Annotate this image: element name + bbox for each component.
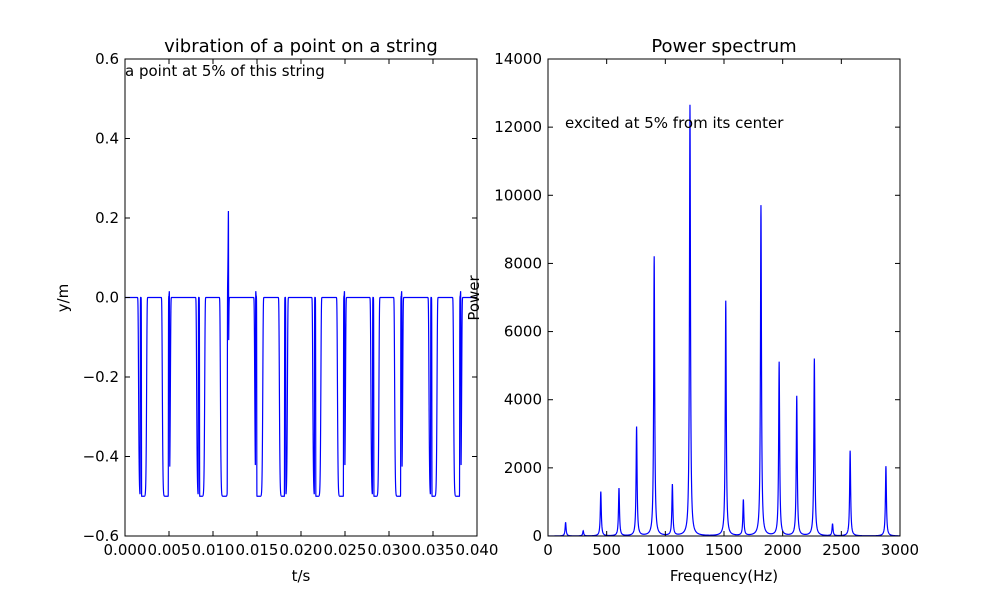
x-tick-label: 0.010 <box>192 541 235 559</box>
power-spectrum-annotation: excited at 5% from its center <box>565 114 784 132</box>
vibration-series-line <box>125 210 477 497</box>
power-spectrum-ylabel: Power <box>465 274 483 320</box>
y-tick-label: −0.2 <box>83 368 119 386</box>
time-series-xlabel: t/s <box>292 567 311 585</box>
y-tick-label: 10000 <box>494 186 542 204</box>
y-tick-label: 4000 <box>504 391 542 409</box>
power-spectrum-title: Power spectrum <box>651 36 796 57</box>
y-tick-label: 14000 <box>494 50 542 68</box>
power-spectrum-plot-area <box>548 104 900 537</box>
y-tick-label: 0.0 <box>95 289 119 307</box>
x-tick-label: 2500 <box>822 541 860 559</box>
power-spectrum-line <box>548 104 900 537</box>
x-tick-label: 3000 <box>881 541 919 559</box>
time-series-plot-area <box>125 210 477 497</box>
time-series-title: vibration of a point on a string <box>164 36 438 57</box>
time-series-axes: 0.000 0.005 0.010 0.015 0.020 0.025 0.030 0.035… <box>54 36 498 585</box>
power-spectrum-xticks: 0 500 1000 1500 2000 2500 3000 <box>543 59 919 559</box>
y-tick-label: 0.2 <box>95 209 119 227</box>
time-series-xticks: 0.000 0.005 0.010 0.015 0.020 0.025 0.030 0.035… <box>104 59 499 559</box>
x-tick-label: 500 <box>592 541 621 559</box>
y-tick-label: 12000 <box>494 118 542 136</box>
time-series-yticks: −0.6 −0.4 −0.2 0.0 0.2 0.4 0.6 <box>83 50 477 545</box>
y-tick-label: 0.6 <box>95 50 119 68</box>
x-tick-label: 0.030 <box>368 541 411 559</box>
x-tick-label: 0 <box>543 541 553 559</box>
y-tick-label: 0.4 <box>95 130 119 148</box>
time-series-ylabel: y/m <box>54 284 72 313</box>
y-tick-label: 8000 <box>504 254 542 272</box>
x-tick-label: 0.020 <box>280 541 323 559</box>
y-tick-label: 2000 <box>504 459 542 477</box>
x-tick-label: 0.035 <box>412 541 455 559</box>
y-tick-label: 0 <box>532 527 542 545</box>
y-tick-label: 6000 <box>504 323 542 341</box>
x-tick-label: 0.025 <box>324 541 367 559</box>
x-tick-label: 0.005 <box>148 541 191 559</box>
x-tick-label: 0.000 <box>104 541 147 559</box>
x-tick-label: 2000 <box>764 541 802 559</box>
power-spectrum-axes: 0 500 1000 1500 2000 2500 3000 0 2000 4000 6000 80… <box>465 36 919 585</box>
x-tick-label: 0.015 <box>236 541 279 559</box>
power-spectrum-yticks: 0 2000 4000 6000 8000 10000 12000 14000 <box>494 50 900 545</box>
power-spectrum-xlabel: Frequency(Hz) <box>670 567 778 585</box>
y-tick-label: −0.6 <box>83 527 119 545</box>
x-tick-label: 0.040 <box>456 541 499 559</box>
y-tick-label: −0.4 <box>83 448 119 466</box>
time-series-annotation: a point at 5% of this string <box>125 62 325 80</box>
x-tick-label: 1500 <box>705 541 743 559</box>
x-tick-label: 1000 <box>646 541 684 559</box>
